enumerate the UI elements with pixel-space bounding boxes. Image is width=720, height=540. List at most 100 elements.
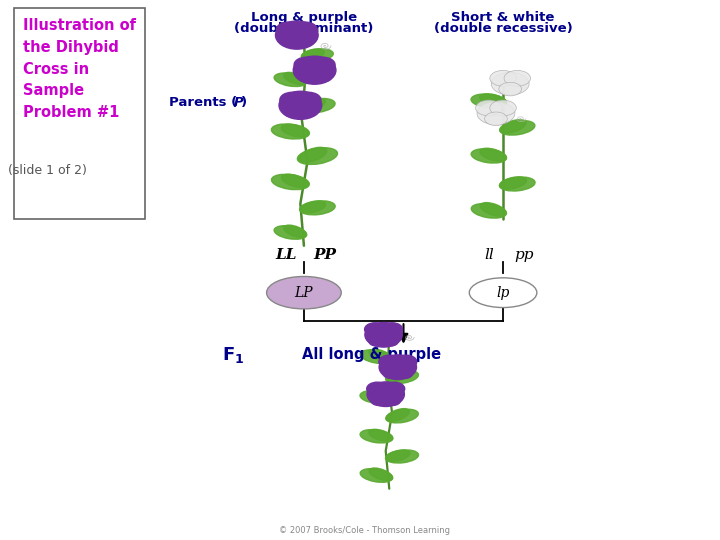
Ellipse shape: [290, 103, 310, 116]
FancyBboxPatch shape: [14, 8, 145, 219]
Ellipse shape: [271, 124, 310, 139]
Text: Sample: Sample: [23, 83, 84, 98]
Ellipse shape: [293, 22, 318, 37]
Ellipse shape: [384, 382, 405, 395]
Ellipse shape: [302, 49, 333, 62]
Text: ): ): [241, 96, 248, 109]
Ellipse shape: [302, 49, 324, 59]
Ellipse shape: [386, 409, 410, 421]
Text: Illustration of: Illustration of: [23, 18, 136, 33]
Ellipse shape: [500, 177, 526, 189]
Ellipse shape: [377, 393, 395, 404]
Text: LL: LL: [275, 248, 297, 262]
Ellipse shape: [300, 98, 335, 113]
Ellipse shape: [471, 94, 507, 108]
Ellipse shape: [360, 390, 393, 403]
Text: © 2007 Brooks/Cole - Thomson Learning: © 2007 Brooks/Cole - Thomson Learning: [279, 526, 450, 535]
Ellipse shape: [471, 149, 507, 163]
Ellipse shape: [297, 92, 321, 107]
Text: PP: PP: [314, 248, 337, 262]
Ellipse shape: [293, 56, 336, 84]
Ellipse shape: [282, 124, 309, 137]
Text: Problem #1: Problem #1: [23, 105, 120, 120]
Ellipse shape: [276, 21, 318, 49]
Ellipse shape: [397, 369, 413, 379]
Ellipse shape: [305, 68, 325, 81]
Ellipse shape: [369, 349, 392, 362]
Ellipse shape: [386, 370, 410, 382]
Ellipse shape: [299, 106, 316, 117]
Text: (double recessive): (double recessive): [433, 22, 572, 35]
Ellipse shape: [500, 120, 535, 135]
Ellipse shape: [374, 333, 392, 345]
Ellipse shape: [386, 370, 418, 383]
Text: $\mathbf{F_1}$: $\mathbf{F_1}$: [222, 345, 244, 365]
Ellipse shape: [369, 468, 392, 481]
Ellipse shape: [469, 278, 537, 307]
Text: Short & white: Short & white: [451, 11, 554, 24]
Ellipse shape: [300, 201, 336, 215]
Ellipse shape: [360, 350, 392, 363]
Ellipse shape: [271, 174, 310, 190]
Ellipse shape: [490, 100, 516, 116]
Ellipse shape: [477, 102, 515, 125]
Ellipse shape: [367, 382, 405, 407]
Ellipse shape: [485, 112, 508, 126]
Ellipse shape: [369, 429, 392, 441]
Ellipse shape: [299, 147, 327, 163]
Text: (double dominant): (double dominant): [234, 22, 374, 35]
Ellipse shape: [386, 450, 410, 461]
Ellipse shape: [366, 382, 387, 395]
Ellipse shape: [297, 148, 338, 165]
Ellipse shape: [379, 355, 400, 368]
Ellipse shape: [284, 72, 307, 85]
Ellipse shape: [379, 355, 416, 380]
Ellipse shape: [284, 106, 302, 117]
Ellipse shape: [386, 450, 418, 463]
Ellipse shape: [383, 336, 398, 346]
Ellipse shape: [284, 225, 307, 238]
Ellipse shape: [300, 98, 325, 111]
Ellipse shape: [499, 82, 521, 96]
Ellipse shape: [504, 70, 531, 86]
Text: Long & purple: Long & purple: [251, 11, 357, 24]
Text: lp: lp: [496, 286, 510, 300]
Ellipse shape: [382, 323, 402, 336]
Ellipse shape: [295, 36, 312, 47]
Ellipse shape: [274, 73, 307, 86]
Text: LP: LP: [294, 286, 313, 300]
Ellipse shape: [281, 36, 298, 47]
Text: the Dihybid: the Dihybid: [23, 40, 119, 55]
Ellipse shape: [365, 322, 402, 347]
Ellipse shape: [383, 369, 398, 379]
Ellipse shape: [364, 323, 385, 336]
Ellipse shape: [280, 92, 304, 107]
Text: P: P: [233, 96, 243, 109]
Ellipse shape: [274, 226, 307, 239]
Ellipse shape: [282, 174, 308, 188]
Ellipse shape: [360, 430, 393, 443]
Ellipse shape: [311, 57, 335, 72]
Ellipse shape: [313, 71, 330, 82]
Text: (slide 1 of 2): (slide 1 of 2): [9, 164, 87, 177]
Text: pp: pp: [515, 248, 534, 262]
Ellipse shape: [266, 276, 341, 309]
Ellipse shape: [480, 94, 507, 106]
Ellipse shape: [480, 148, 506, 161]
Text: Cross in: Cross in: [23, 62, 89, 77]
Ellipse shape: [385, 396, 400, 406]
Ellipse shape: [279, 91, 322, 119]
Ellipse shape: [369, 390, 393, 402]
Ellipse shape: [389, 366, 407, 377]
Ellipse shape: [360, 469, 392, 482]
Ellipse shape: [500, 119, 526, 133]
Ellipse shape: [472, 204, 506, 218]
Ellipse shape: [386, 409, 418, 423]
Ellipse shape: [369, 336, 384, 346]
Ellipse shape: [500, 177, 535, 191]
Ellipse shape: [371, 396, 386, 406]
Ellipse shape: [476, 100, 502, 116]
Ellipse shape: [294, 57, 318, 72]
Text: Parents (: Parents (: [168, 96, 237, 109]
Ellipse shape: [480, 202, 506, 216]
